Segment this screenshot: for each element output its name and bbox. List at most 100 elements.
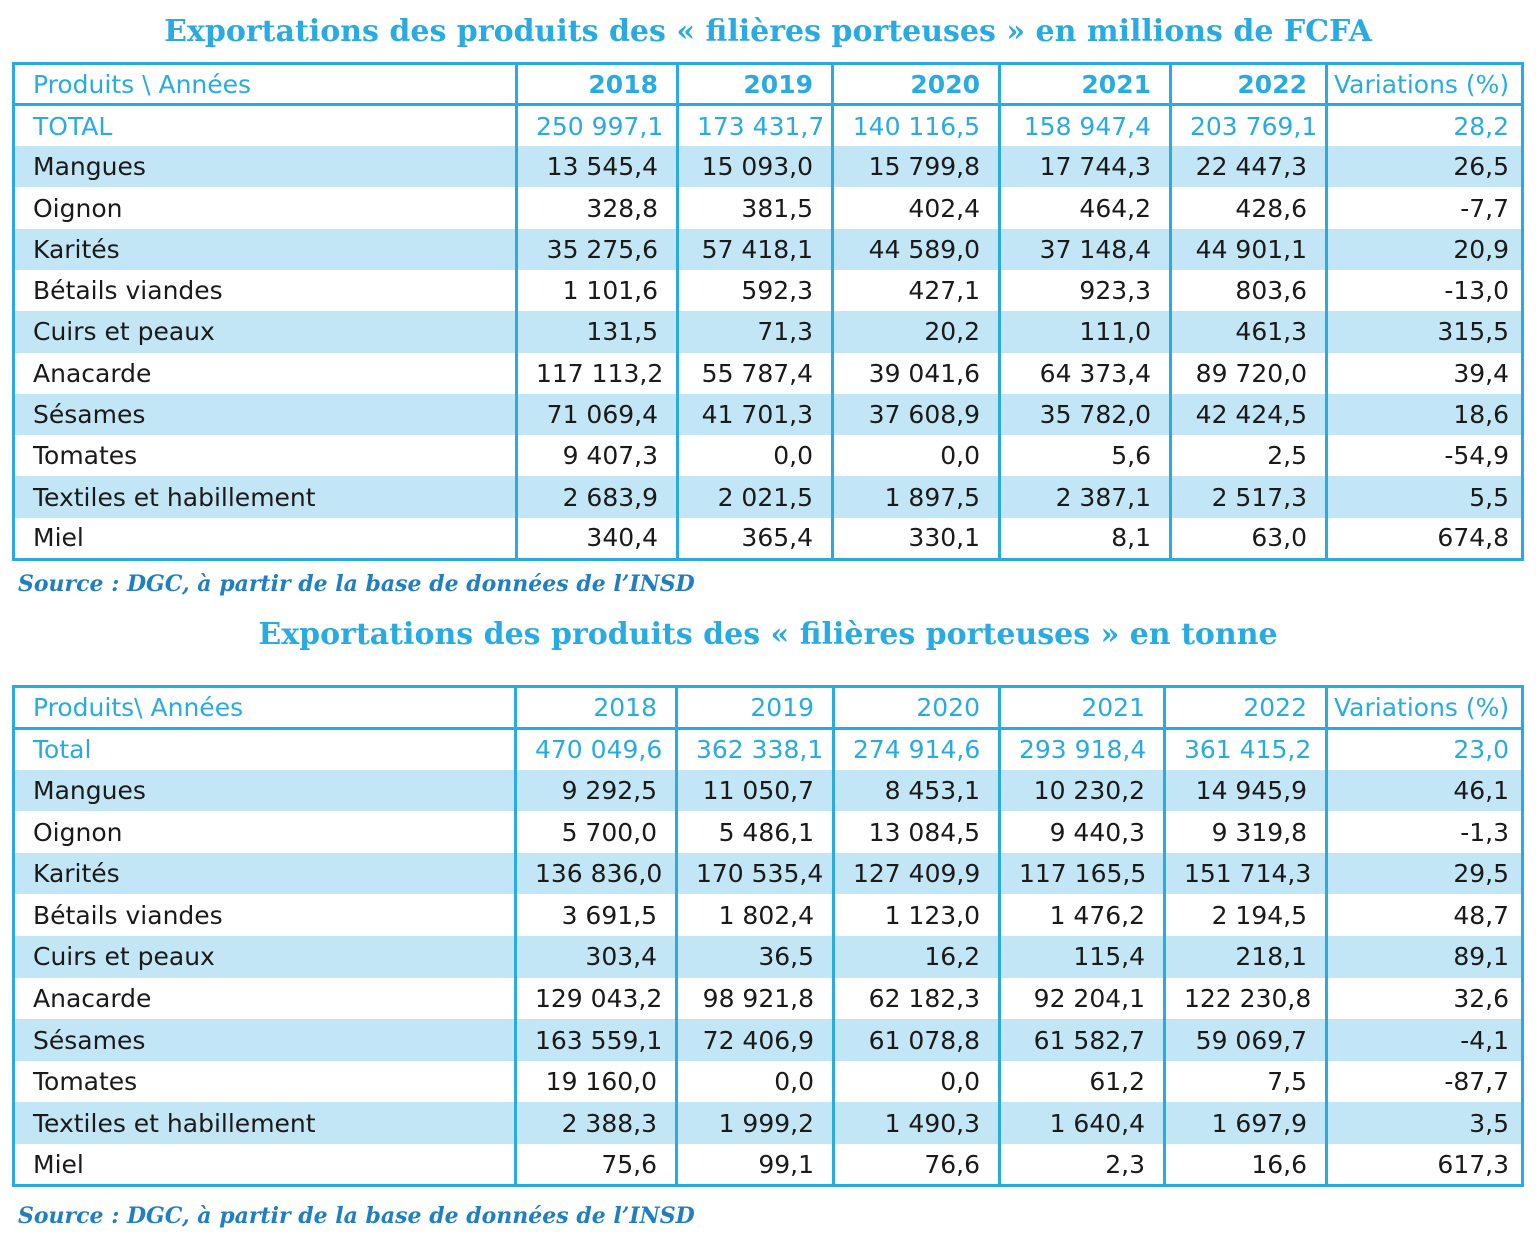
variation-cell: 674,8 xyxy=(1325,517,1524,560)
value-cell: 2 517,3 xyxy=(1169,476,1328,518)
value-cell: 15 093,0 xyxy=(676,146,834,188)
table-row: Karités 136 836,0 170 535,4 127 409,9 117 16… xyxy=(12,852,1524,895)
value-cell: 35 782,0 xyxy=(998,393,1172,436)
value-cell: 340,4 xyxy=(515,517,679,560)
header-year-2019: 2019 xyxy=(676,63,834,107)
variation-cell: 28,2 xyxy=(1325,104,1524,147)
value-cell: 427,1 xyxy=(831,269,1001,312)
variation-cell: -87,7 xyxy=(1325,1060,1524,1103)
table-row: Mangues 9 292,5 11 050,7 8 453,1 10 230,2 14 … xyxy=(12,769,1524,812)
variation-cell: 32,6 xyxy=(1325,977,1524,1020)
value-cell: 11 050,7 xyxy=(675,769,835,812)
value-cell: 2 021,5 xyxy=(676,476,834,518)
value-cell: 2,3 xyxy=(998,1144,1166,1186)
variation-cell: 48,7 xyxy=(1325,894,1524,937)
product-name-cell: Total xyxy=(12,728,517,770)
value-cell: 592,3 xyxy=(676,269,834,312)
product-name-cell: Karités xyxy=(12,852,517,895)
tonnage-exports-table: Produits\ Années 2018 2019 2020 2021 202… xyxy=(12,685,1524,1188)
table-row: Textiles et habillement 2 388,3 1 999,2 1 4… xyxy=(12,1102,1524,1145)
header-year-2018: 2018 xyxy=(515,63,679,107)
value-cell: 13 084,5 xyxy=(832,811,1001,853)
value-cell: 22 447,3 xyxy=(1169,146,1328,188)
value-cell: 250 997,1 xyxy=(515,104,679,147)
value-cell: 20,2 xyxy=(831,311,1001,353)
value-cell: 63,0 xyxy=(1169,517,1328,560)
value-cell: 9 440,3 xyxy=(998,811,1166,853)
value-cell: 140 116,5 xyxy=(831,104,1001,147)
table-row: Sésames 163 559,1 72 406,9 61 078,8 61 582,7… xyxy=(12,1019,1524,1061)
value-cell: 117 165,5 xyxy=(998,852,1166,895)
variation-cell: 315,5 xyxy=(1325,311,1524,353)
product-name-cell: Textiles et habillement xyxy=(12,476,518,518)
value-cell: 62 182,3 xyxy=(832,977,1001,1020)
table-row: Oignon 328,8 381,5 402,4 464,2 428,6 -7,7 xyxy=(12,187,1524,229)
table-row: Sésames 71 069,4 41 701,3 37 608,9 35 782,0 4… xyxy=(12,393,1524,436)
value-cell: 3 691,5 xyxy=(514,894,678,937)
table-row: Bétails viandes 1 101,6 592,3 427,1 923,3 803… xyxy=(12,269,1524,312)
header-year-2021: 2021 xyxy=(998,63,1172,107)
value-cell: 61,2 xyxy=(998,1060,1166,1103)
variation-cell: -1,3 xyxy=(1325,811,1524,853)
value-cell: 151 714,3 xyxy=(1163,852,1328,895)
value-cell: 89 720,0 xyxy=(1169,352,1328,394)
table-row: Anacarde 129 043,2 98 921,8 62 182,3 92 204,… xyxy=(12,977,1524,1020)
product-name-cell: Cuirs et peaux xyxy=(12,311,518,353)
value-cell: 464,2 xyxy=(998,187,1172,229)
value-cell: 122 230,8 xyxy=(1163,977,1328,1020)
product-name-cell: Mangues xyxy=(12,769,517,812)
value-cell: 55 787,4 xyxy=(676,352,834,394)
header-year-2022: 2022 xyxy=(1163,686,1328,730)
value-cell: 303,4 xyxy=(514,936,678,978)
value-cell: 72 406,9 xyxy=(675,1019,835,1061)
header-year-2020: 2020 xyxy=(831,63,1001,107)
value-cell: 39 041,6 xyxy=(831,352,1001,394)
value-cell: 1 802,4 xyxy=(675,894,835,937)
value-cell: 61 078,8 xyxy=(832,1019,1001,1061)
value-cell: 328,8 xyxy=(515,187,679,229)
value-cell: 2,5 xyxy=(1169,435,1328,477)
header-products: Produits \ Années xyxy=(12,63,518,107)
fcfa-exports-table: Produits \ Années 2018 2019 2020 2021 20… xyxy=(12,62,1524,561)
value-cell: 64 373,4 xyxy=(998,352,1172,394)
table-row: Anacarde 117 113,2 55 787,4 39 041,6 64 373,… xyxy=(12,352,1524,394)
variation-cell: -13,0 xyxy=(1325,269,1524,312)
header-year-2022: 2022 xyxy=(1169,63,1328,107)
table-row: Textiles et habillement 2 683,9 2 021,5 1 8… xyxy=(12,476,1524,518)
header-variations: Variations (%) xyxy=(1325,686,1524,730)
value-cell: 71 069,4 xyxy=(515,393,679,436)
value-cell: 428,6 xyxy=(1169,187,1328,229)
product-name-cell: Textiles et habillement xyxy=(12,1102,517,1145)
variation-cell: 20,9 xyxy=(1325,228,1524,270)
table-total-row: Total 470 049,6 362 338,1 274 914,6 293 918,… xyxy=(12,728,1524,770)
variation-cell: 39,4 xyxy=(1325,352,1524,394)
value-cell: 1 490,3 xyxy=(832,1102,1001,1145)
value-cell: 16,6 xyxy=(1163,1144,1328,1186)
table-row: Cuirs et peaux 303,4 36,5 16,2 115,4 218,1 89,… xyxy=(12,936,1524,978)
value-cell: 5,6 xyxy=(998,435,1172,477)
product-name-cell: Miel xyxy=(12,517,518,560)
value-cell: 98 921,8 xyxy=(675,977,835,1020)
table-row: Karités 35 275,6 57 418,1 44 589,0 37 148,4 4… xyxy=(12,228,1524,270)
value-cell: 136 836,0 xyxy=(514,852,678,895)
value-cell: 13 545,4 xyxy=(515,146,679,188)
table1-source-note: Source : DGC, à partir de la base de don… xyxy=(18,571,695,597)
value-cell: 158 947,4 xyxy=(998,104,1172,147)
value-cell: 16,2 xyxy=(832,936,1001,978)
variation-cell: 46,1 xyxy=(1325,769,1524,812)
table-row: Miel 340,4 365,4 330,1 8,1 63,0 674,8 xyxy=(12,517,1524,560)
value-cell: 71,3 xyxy=(676,311,834,353)
header-year-2019: 2019 xyxy=(675,686,835,730)
variation-cell: -7,7 xyxy=(1325,187,1524,229)
value-cell: 0,0 xyxy=(831,435,1001,477)
table-row: Tomates 9 407,3 0,0 0,0 5,6 2,5 -54,9 xyxy=(12,435,1524,477)
value-cell: 17 744,3 xyxy=(998,146,1172,188)
value-cell: 15 799,8 xyxy=(831,146,1001,188)
value-cell: 2 387,1 xyxy=(998,476,1172,518)
value-cell: 365,4 xyxy=(676,517,834,560)
table-header-row: Produits\ Années 2018 2019 2020 2021 202… xyxy=(12,686,1524,730)
value-cell: 2 194,5 xyxy=(1163,894,1328,937)
value-cell: 7,5 xyxy=(1163,1060,1328,1103)
product-name-cell: Cuirs et peaux xyxy=(12,936,517,978)
product-name-cell: Anacarde xyxy=(12,977,517,1020)
